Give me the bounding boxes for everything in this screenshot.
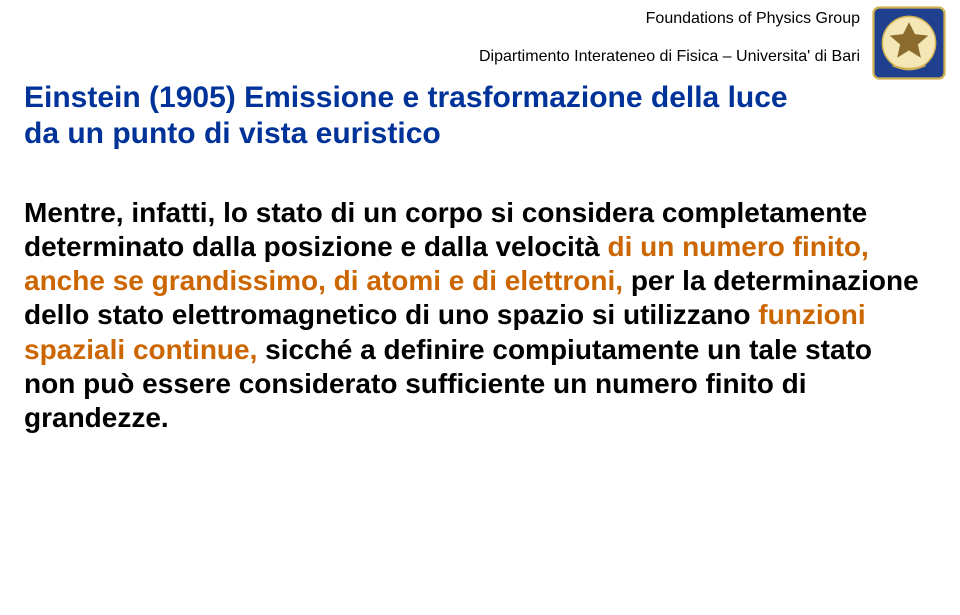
slide-title: Einstein (1905) Emissione e trasformazio… — [24, 80, 824, 152]
university-seal-icon — [872, 6, 946, 80]
department-label: Dipartimento Interateneo di Fisica – Uni… — [479, 48, 860, 66]
slide-body: Mentre, infatti, lo stato di un corpo si… — [24, 196, 924, 435]
group-label: Foundations of Physics Group — [646, 10, 860, 28]
